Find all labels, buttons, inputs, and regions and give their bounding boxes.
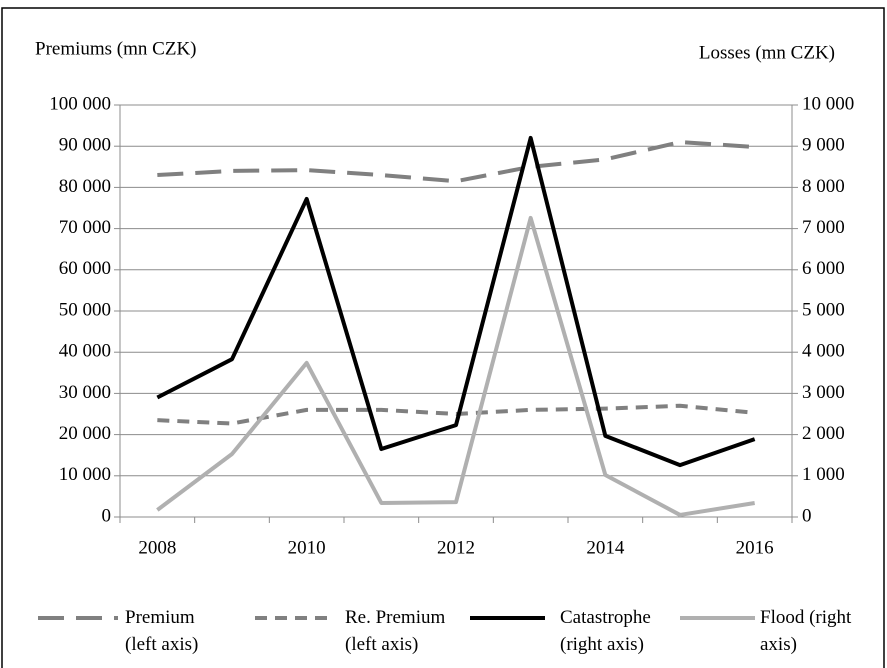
y-tick-label: 40 000	[59, 341, 111, 362]
y-tick-label: 10 000	[59, 464, 111, 485]
series-line	[157, 403, 755, 426]
y-tick-label: 100 000	[49, 93, 111, 114]
legend-label: Catastrophe (right axis)	[560, 607, 651, 655]
y2-tick-label: 2 000	[802, 423, 845, 444]
x-tick-label: 2012	[437, 537, 475, 558]
x-tick-label: 2010	[288, 537, 326, 558]
y2-tick-label: 4 000	[802, 341, 845, 362]
series-line	[156, 135, 756, 468]
y-tick-label: 90 000	[59, 135, 111, 156]
y2-tick-label: 7 000	[802, 217, 845, 238]
x-tick-label: 2016	[736, 537, 774, 558]
y-tick-label: 70 000	[59, 217, 111, 238]
series-line	[157, 140, 755, 184]
legend-label: Premium (left axis)	[125, 607, 199, 655]
y-tick-label: 0	[102, 505, 112, 526]
y-tick-label: 30 000	[59, 382, 111, 403]
y-tick-label: 80 000	[59, 176, 111, 197]
chart-frame	[1, 7, 885, 668]
y2-tick-label: 9 000	[802, 135, 845, 156]
y2-axis-label: Losses (mn CZK)	[699, 42, 835, 63]
y2-tick-label: 5 000	[802, 299, 845, 320]
y-tick-label: 50 000	[59, 299, 111, 320]
legend-label: Flood (right axis)	[760, 607, 852, 655]
x-tick-label: 2008	[138, 537, 176, 558]
legend-label: Re. Premium (left axis)	[345, 607, 446, 655]
y2-tick-label: 10 000	[802, 93, 854, 114]
x-tick-label: 2014	[586, 537, 625, 558]
series-line	[156, 215, 755, 517]
y-tick-label: 20 000	[59, 423, 111, 444]
y2-tick-label: 8 000	[802, 176, 845, 197]
y-axis-label: Premiums (mn CZK)	[35, 38, 197, 59]
y-tick-label: 60 000	[59, 258, 111, 279]
y2-tick-label: 6 000	[802, 258, 845, 279]
y2-tick-label: 3 000	[802, 382, 845, 403]
y2-tick-label: 0	[802, 505, 812, 526]
y2-tick-label: 1 000	[802, 464, 845, 485]
